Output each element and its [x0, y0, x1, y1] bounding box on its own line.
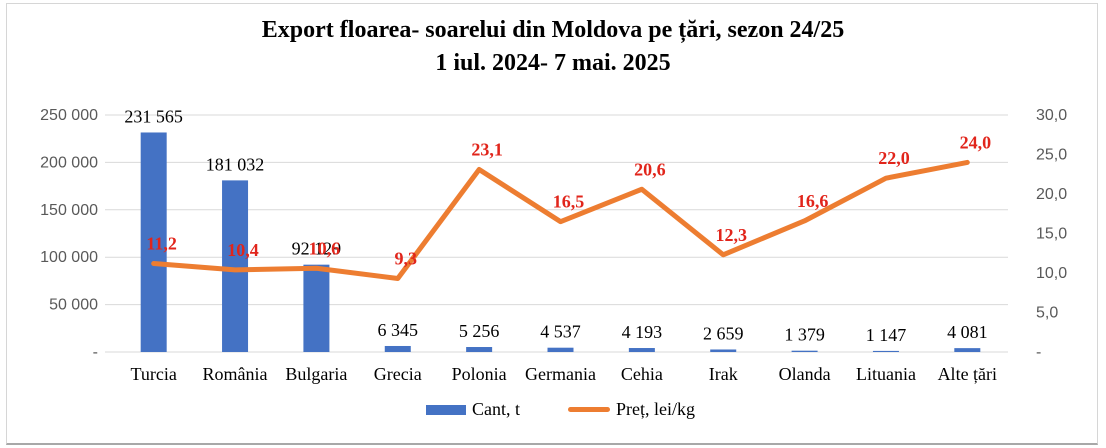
left-axis-tick: 50 000	[49, 297, 98, 314]
price-label-turcia: 11,2	[146, 234, 177, 254]
bar-lituania	[872, 350, 899, 352]
left-axis-tick: 200 000	[40, 154, 98, 171]
category-label-olanda: Olanda	[779, 364, 831, 384]
bar-germania	[547, 347, 574, 352]
legend-item-pret: Preț, lei/kg	[568, 399, 695, 420]
bar-value-label-cehia: 4 193	[622, 322, 663, 342]
right-axis-tick: 25,0	[1036, 147, 1067, 164]
left-axis-tick: 100 000	[40, 249, 98, 266]
right-axis-tick: -	[1036, 344, 1041, 361]
bar-alte-t-a-ri	[954, 348, 981, 352]
bar-series-swatch	[426, 404, 466, 415]
figure-border	[6, 3, 1098, 445]
bar-bulgaria	[303, 264, 330, 352]
right-axis-tick: 20,0	[1036, 186, 1067, 203]
legend-item-cantitate: Cant, t	[426, 399, 520, 420]
right-axis-tick: 30,0	[1036, 107, 1067, 124]
right-axis-tick: 5,0	[1036, 305, 1058, 322]
left-axis-tick: 150 000	[40, 202, 98, 219]
right-axis-tick: 15,0	[1036, 226, 1067, 243]
price-label-olanda: 16,6	[797, 191, 829, 211]
category-label-roma-nia: România	[203, 364, 268, 384]
price-label-lituania: 22,0	[878, 148, 910, 168]
category-label-irak: Irak	[709, 364, 738, 384]
bar-value-label-grecia: 6 345	[378, 320, 419, 340]
chart-title: Export floarea- soarelui din Moldova pe …	[0, 14, 1106, 80]
price-label-germania: 16,5	[553, 192, 585, 212]
bar-polonia	[466, 347, 493, 352]
bar-value-label-roma-nia: 181 032	[206, 154, 265, 174]
chart-title-line2: 1 iul. 2024- 7 mai. 2025	[435, 50, 671, 76]
category-label-bulgaria: Bulgaria	[285, 364, 347, 384]
category-label-alte-t-a-ri: Alte țări	[938, 364, 997, 384]
bar-grecia	[384, 345, 411, 352]
price-label-roma-nia: 10,4	[227, 240, 259, 260]
legend-label-cantitate: Cant, t	[472, 399, 520, 419]
left-axis-tick: -	[93, 344, 98, 361]
category-label-grecia: Grecia	[374, 364, 422, 384]
price-label-alte-t-a-ri: 24,0	[960, 132, 992, 152]
price-label-cehia: 20,6	[634, 159, 666, 179]
price-line	[151, 159, 970, 282]
price-label-polonia: 23,1	[471, 140, 503, 160]
bar-value-label-alte-t-a-ri: 4 081	[947, 322, 988, 342]
price-label-bulgaria: 10,6	[309, 238, 341, 258]
bar-value-label-polonia: 5 256	[459, 321, 500, 341]
price-label-grecia: 9,3	[395, 249, 418, 269]
legend-label-pret: Preț, lei/kg	[616, 399, 695, 419]
bar-cehia	[628, 348, 655, 352]
category-label-germania: Germania	[525, 364, 596, 384]
bar-value-label-germania: 4 537	[540, 322, 581, 342]
chart-legend: Cant, t Preț, lei/kg	[113, 399, 1008, 420]
chart-title-line1: Export floarea- soarelui din Moldova pe …	[261, 17, 845, 43]
bar-value-label-bulgaria: 92 129	[292, 239, 342, 259]
category-label-cehia: Cehia	[621, 364, 663, 384]
left-axis-tick: 250 000	[40, 107, 98, 124]
bar-value-label-turcia: 231 565	[124, 106, 183, 126]
bar-turcia	[140, 132, 167, 352]
price-label-irak: 12,3	[715, 225, 747, 245]
line-series-swatch	[568, 407, 610, 412]
bar-value-label-lituania: 1 147	[866, 325, 907, 345]
category-label-polonia: Polonia	[452, 364, 507, 384]
bar-value-label-olanda: 1 379	[784, 325, 825, 345]
bar-value-label-irak: 2 659	[703, 323, 744, 343]
category-label-turcia: Turcia	[131, 364, 177, 384]
bar-olanda	[791, 350, 818, 352]
bar-irak	[710, 349, 737, 352]
bar-roma-nia	[222, 180, 249, 352]
category-label-lituania: Lituania	[856, 364, 916, 384]
right-axis-tick: 10,0	[1036, 265, 1067, 282]
